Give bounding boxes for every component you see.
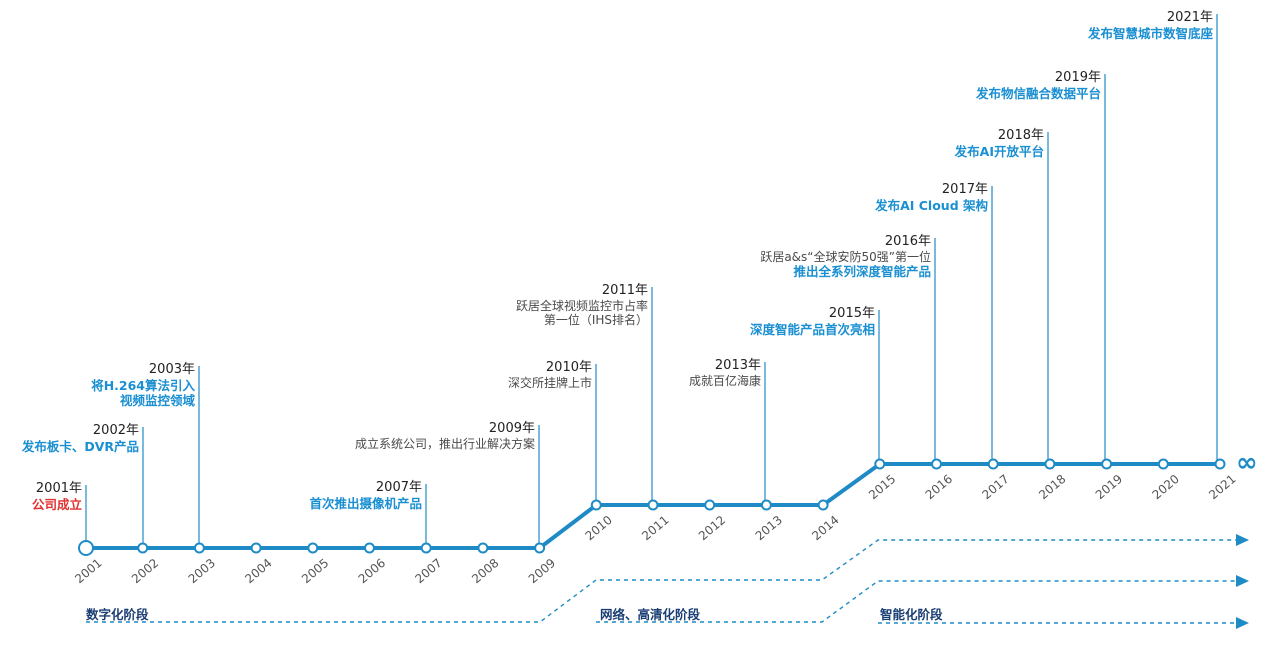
milestone-year: 2015年: [828, 306, 875, 321]
timeline-node-2013: [760, 499, 772, 511]
milestone-2019: 2019年 发布物信融合数据平台: [976, 70, 1101, 101]
timeline-node-2005: [307, 542, 319, 554]
milestone-2021: 2021年 发布智慧城市数智底座: [1088, 10, 1213, 41]
axis-year-label: 2021: [1206, 472, 1238, 502]
timeline-node-2019: [1101, 458, 1113, 470]
axis-year-label: 2008: [469, 556, 501, 586]
milestone-year: 2011年: [601, 283, 648, 298]
milestone-text: 成立系统公司，推出行业解决方案: [354, 436, 535, 451]
milestone-text: 发布物信融合数据平台: [975, 85, 1101, 101]
milestone-year: 2018年: [997, 128, 1044, 143]
timeline-node-2016: [931, 458, 942, 470]
milestone-text: 推出全系列深度智能产品: [793, 263, 931, 279]
milestone-2010: 2010年 深交所挂牌上市: [508, 360, 592, 390]
milestone-text: 公司成立: [31, 496, 82, 512]
milestone-text: 视频监控领域: [119, 392, 195, 408]
timeline-node-2001: [78, 540, 94, 556]
milestone-text: 跃居a&s“全球安防50强”第一位: [760, 249, 931, 264]
timeline-node-2006: [364, 542, 375, 554]
axis-year-label: 2020: [1150, 472, 1182, 502]
milestone-year: 2002年: [92, 423, 139, 438]
milestone-2013: 2013年 成就百亿海康: [689, 358, 761, 388]
milestone-year: 2003年: [148, 362, 195, 377]
milestone-2009: 2009年 成立系统公司，推出行业解决方案: [355, 421, 535, 451]
milestone-year: 2017年: [941, 182, 988, 197]
axis-year-label: 2019: [1093, 472, 1125, 502]
milestone-2018: 2018年 发布AI开放平台: [955, 128, 1044, 159]
timeline-node-2018: [1044, 458, 1056, 470]
milestone-year: 2021年: [1166, 10, 1213, 25]
axis-year-label: 2010: [583, 513, 615, 543]
axis-year-label: 2007: [412, 556, 444, 586]
milestone-year: 2009年: [488, 421, 535, 436]
milestone-2016: 2016年 跃居a&s“全球安防50强”第一位 推出全系列深度智能产品: [760, 234, 931, 279]
milestone-text: 发布板卡、DVR产品: [21, 438, 139, 454]
milestone-text: 深交所挂牌上市: [507, 375, 592, 390]
timeline-node-2021: [1214, 458, 1226, 470]
milestone-text: 发布AI开放平台: [954, 143, 1044, 159]
timeline-node-2004: [250, 542, 262, 554]
timeline-node-2011: [647, 499, 659, 511]
milestone-year: 2001年: [35, 481, 82, 496]
milestone-text: 首次推出摄像机产品: [309, 495, 422, 511]
timeline-node-2012: [704, 499, 716, 511]
milestone-text: 发布智慧城市数智底座: [1087, 25, 1213, 41]
milestone-year: 2019年: [1054, 70, 1101, 85]
timeline-node-2003: [193, 542, 205, 554]
milestone-2002: 2002年 发布板卡、DVR产品: [22, 423, 139, 454]
stage-divider-middle: [596, 580, 1236, 623]
milestone-2003: 2003年 将H.264算法引入 视频监控领域: [91, 362, 195, 408]
timeline-node-2014: [817, 499, 829, 511]
stage-divider-upper: [86, 539, 1236, 623]
timeline-line: [86, 462, 1222, 550]
infinity-symbol: ∞: [1236, 448, 1258, 478]
timeline-node-2010: [590, 499, 602, 511]
milestone-text: 将H.264算法引入: [91, 377, 195, 393]
axis-year-label: 2016: [923, 472, 955, 502]
axis-year-label: 2013: [753, 513, 785, 543]
milestone-text: 深度智能产品首次亮相: [749, 321, 875, 337]
axis-year-label: 2011: [639, 513, 671, 543]
milestone-text: 第一位（IHS排名）: [543, 312, 648, 327]
milestone-year: 2007年: [375, 480, 422, 495]
milestone-2001: 2001年 公司成立: [32, 481, 82, 512]
axis-year-label: 2018: [1036, 472, 1068, 502]
axis-year-label: 2017: [979, 472, 1011, 502]
stage-arrow-1: [1236, 575, 1249, 587]
axis-year-label: 2003: [186, 556, 218, 586]
axis-year-label: 2002: [129, 556, 161, 586]
stage-arrow-0: [1236, 534, 1249, 546]
milestone-text: 发布AI Cloud 架构: [875, 197, 988, 213]
axis-year-label: 2004: [242, 556, 274, 586]
axis-year-label: 2012: [696, 513, 728, 543]
axis-year-label: 2005: [299, 556, 331, 586]
milestone-2007: 2007年 首次推出摄像机产品: [309, 480, 422, 511]
milestone-2011: 2011年 跃居全球视频监控市占率 第一位（IHS排名）: [516, 283, 648, 327]
stage-arrow-2: [1236, 617, 1249, 629]
timeline-node-2017: [987, 458, 999, 470]
timeline-node-2002: [137, 542, 149, 554]
stage-label-network-hd: 网络、高清化阶段: [600, 607, 701, 622]
timeline-node-2015: [874, 458, 886, 470]
timeline-node-2007: [420, 542, 432, 554]
timeline-node-2009: [534, 542, 546, 554]
axis-year-label: 2006: [356, 556, 388, 586]
timeline-node-2020: [1157, 458, 1169, 470]
milestone-text: 跃居全球视频监控市占率: [515, 298, 648, 313]
axis-year-label: 2001: [72, 556, 104, 586]
milestone-year: 2010年: [545, 360, 592, 375]
axis-year-label: 2009: [526, 556, 558, 586]
milestone-year: 2016年: [884, 234, 931, 249]
milestone-text: 成就百亿海康: [688, 373, 761, 388]
timeline-node-2008: [477, 542, 489, 554]
axis-year-label: 2014: [809, 513, 841, 543]
stage-label-digital: 数字化阶段: [86, 607, 149, 622]
milestone-year: 2013年: [714, 358, 761, 373]
milestone-2015: 2015年 深度智能产品首次亮相: [750, 306, 875, 337]
axis-year-label: 2015: [866, 472, 898, 502]
stage-label-intelligent: 智能化阶段: [880, 607, 943, 622]
milestone-2017: 2017年 发布AI Cloud 架构: [875, 182, 988, 213]
